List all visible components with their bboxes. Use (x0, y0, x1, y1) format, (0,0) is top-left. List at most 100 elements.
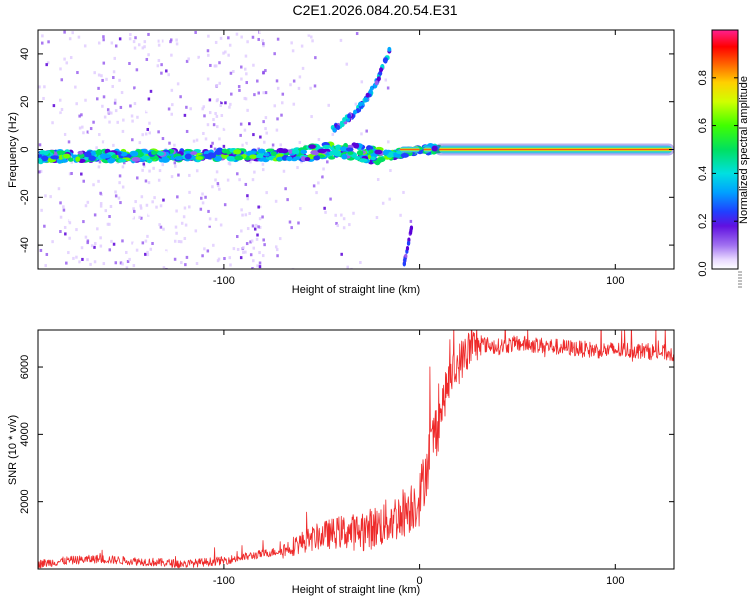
spectrogram-noise-pixel (217, 257, 221, 261)
spectrogram-noise-pixel (114, 44, 118, 48)
spectrogram-noise-pixel (246, 197, 250, 201)
spectrogram-noise-pixel (75, 255, 78, 259)
snr-ytick-label: 6000 (19, 355, 31, 379)
spectrogram-noise-pixel (92, 183, 95, 187)
spectrogram-noise-pixel (237, 68, 241, 72)
spectrogram-noise-pixel (133, 209, 136, 213)
spectrogram-noise-pixel (257, 118, 261, 122)
spectrogram-noise-pixel (169, 159, 172, 163)
spectrogram-branch-blob (342, 117, 347, 123)
spectrogram-noise-pixel (167, 107, 171, 111)
spectrogram-noise-pixel (229, 102, 232, 106)
spectrogram-noise-pixel (310, 119, 314, 123)
spectrogram-noise-pixel (102, 38, 105, 42)
spectrogram-noise-pixel (120, 91, 124, 95)
spectrogram-noise-pixel (275, 248, 279, 252)
spectrogram-noise-pixel (235, 32, 239, 36)
spectrogram-noise-pixel (209, 63, 212, 67)
spectrogram-branch-blob (332, 127, 337, 133)
spectrogram-noise-pixel (59, 67, 62, 71)
spectrogram-noise-pixel (216, 125, 219, 129)
spectrogram-noise-pixel (241, 213, 244, 217)
spectrogram-noise-pixel (241, 55, 244, 59)
spectrogram-noise-pixel (179, 95, 182, 99)
spectrogram-noise-pixel (288, 220, 292, 224)
spectrogram-noise-pixel (228, 90, 232, 94)
spectrogram-noise-pixel (147, 181, 151, 185)
spectrogram-noise-pixel (160, 71, 163, 75)
spectrogram-noise-pixel (363, 191, 366, 195)
spectrogram-noise-pixel (51, 140, 55, 144)
spectrogram-ytick-label: 40 (19, 48, 31, 60)
spectrogram-band-blob (57, 150, 65, 156)
spectrogram-noise-pixel (52, 104, 56, 108)
spectrogram-noise-pixel (96, 132, 99, 136)
spectrogram-noise-pixel (348, 223, 351, 227)
spectrogram-noise-pixel (148, 121, 151, 125)
spectrogram-noise-pixel (149, 89, 153, 93)
spectrogram-noise-pixel (105, 77, 108, 81)
spectrogram-noise-pixel (213, 147, 217, 151)
spectrogram-noise-pixel (199, 58, 202, 62)
spectrogram-noise-pixel (146, 250, 149, 254)
spectrogram-noise-pixel (41, 34, 44, 38)
spectrogram-noise-pixel (135, 68, 139, 72)
spectrogram-noise-pixel (173, 143, 176, 147)
spectrogram-noise-pixel (175, 42, 179, 46)
spectrogram-noise-pixel (164, 250, 168, 254)
spectrogram-image (38, 30, 674, 269)
spectrogram-band-blob (38, 154, 42, 158)
spectrogram-noise-pixel (59, 111, 62, 115)
spectrogram-noise-pixel (355, 32, 359, 36)
spectrogram-noise-pixel (114, 194, 118, 198)
spectrogram-noise-pixel (258, 217, 262, 221)
spectrogram-noise-pixel (290, 226, 293, 230)
spectrogram-branch-blob (404, 253, 408, 259)
spectrogram-noise-pixel (340, 252, 343, 256)
spectrogram-noise-pixel (86, 258, 89, 262)
spectrogram-noise-pixel (129, 104, 132, 108)
spectrogram-noise-pixel (206, 249, 210, 253)
spectrogram-noise-pixel (252, 259, 255, 263)
spectrogram-noise-pixel (264, 69, 267, 73)
spectrogram-noise-pixel (300, 44, 304, 48)
spectrogram-band-blob (111, 154, 118, 159)
spectrogram-noise-pixel (86, 241, 89, 245)
spectrogram-noise-pixel (227, 53, 230, 57)
spectrogram-noise-pixel (128, 46, 132, 50)
spectrogram-noise-pixel (365, 129, 368, 133)
spectrogram-noise-pixel (248, 122, 251, 126)
spectrogram-noise-pixel (409, 219, 413, 223)
spectrogram-noise-pixel (340, 213, 343, 217)
spectrogram-noise-pixel (101, 78, 104, 82)
spectrogram-noise-pixel (200, 119, 204, 123)
spectrogram-noise-pixel (92, 120, 95, 124)
spectrogram-noise-pixel (359, 260, 362, 264)
spectrogram-noise-pixel (252, 246, 256, 250)
spectrogram-noise-pixel (82, 179, 85, 183)
spectrogram-band-blob (257, 148, 266, 154)
spectrogram-noise-pixel (265, 263, 269, 267)
spectrogram-noise-pixel (195, 138, 199, 142)
spectrogram-noise-pixel (257, 147, 260, 151)
spectrogram-noise-pixel (176, 195, 179, 199)
spectrogram-noise-pixel (251, 178, 255, 182)
spectrogram-noise-pixel (63, 30, 66, 34)
snr-ticks: -100 0 100 2000 4000 6000 (19, 330, 674, 587)
spectrogram-noise-pixel (135, 214, 139, 218)
spectrogram-noise-pixel (67, 251, 70, 255)
spectrogram-noise-pixel (240, 229, 243, 233)
spectrogram-noise-pixel (86, 200, 90, 204)
spectrogram-noise-pixel (95, 77, 98, 81)
spectrogram-noise-pixel (125, 266, 129, 269)
snr-panel: -100 0 100 2000 4000 6000 Height of straight … (7, 329, 675, 596)
spectrogram-noise-pixel (133, 86, 136, 90)
spectrogram-noise-pixel (124, 142, 127, 146)
spectrogram-noise-pixel (296, 166, 299, 170)
spectrogram-noise-pixel (278, 237, 282, 241)
spectrogram-noise-pixel (68, 236, 71, 240)
spectrogram-noise-pixel (78, 126, 82, 130)
spectrogram-noise-pixel (64, 232, 67, 236)
spectrogram-noise-pixel (114, 190, 117, 194)
spectrogram-noise-pixel (129, 33, 132, 37)
